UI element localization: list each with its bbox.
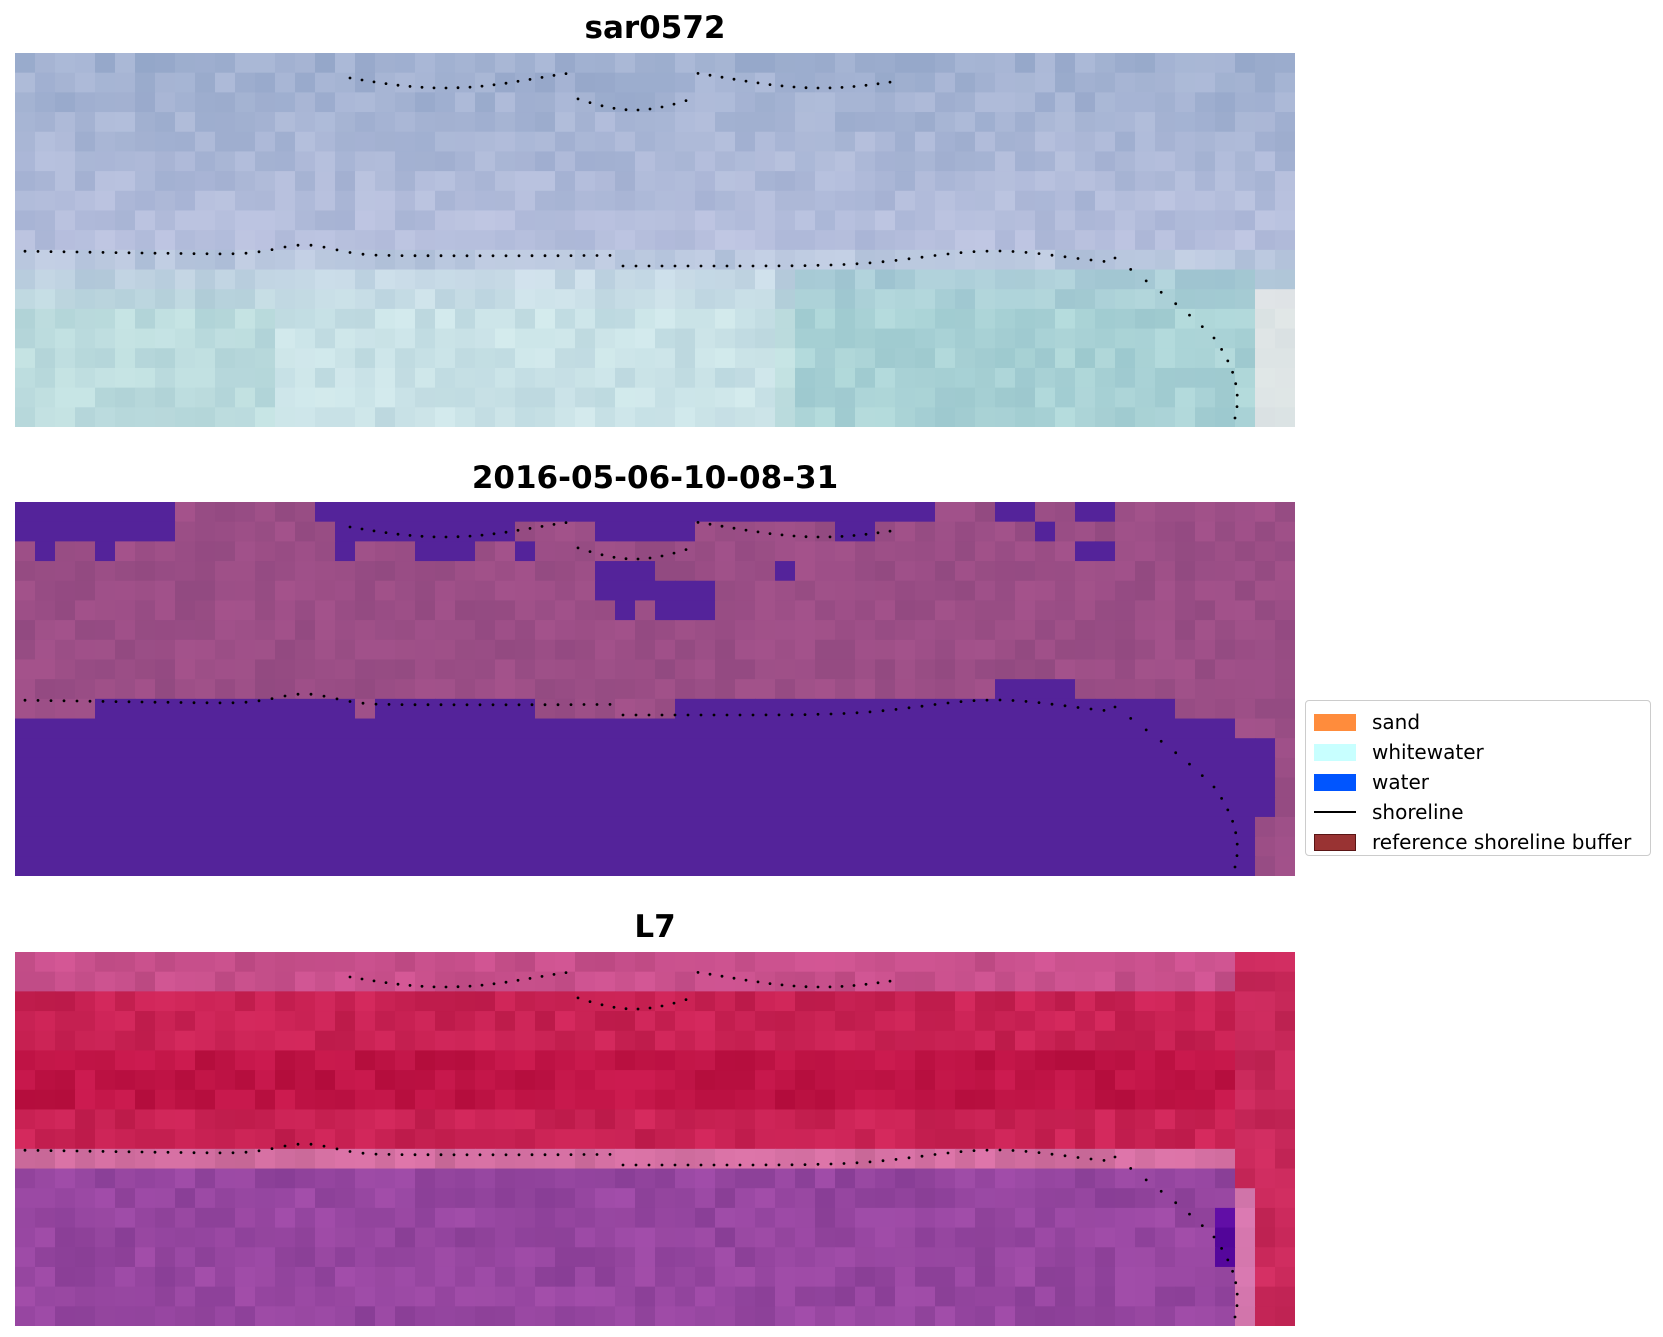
panel-title-1: sar0572 (584, 10, 726, 46)
classified-image (15, 502, 1295, 876)
legend: sand whitewater water shoreline referenc… (1305, 700, 1651, 856)
shoreline-points (23, 72, 1239, 420)
index-image (15, 952, 1295, 1326)
shoreline-points (23, 521, 1239, 869)
legend-label-reference-buffer: reference shoreline buffer (1372, 830, 1632, 854)
legend-item-shoreline: shoreline (1314, 797, 1642, 827)
legend-item-sand: sand (1314, 707, 1642, 737)
legend-item-whitewater: whitewater (1314, 737, 1642, 767)
legend-label-shoreline: shoreline (1372, 800, 1464, 824)
water-swatch (1314, 773, 1356, 791)
legend-item-water: water (1314, 767, 1642, 797)
legend-label-water: water (1372, 770, 1429, 794)
panel-title-3: L7 (634, 909, 676, 945)
legend-item-reference-buffer: reference shoreline buffer (1314, 827, 1642, 857)
panel-title-2: 2016-05-06-10-08-31 (471, 460, 839, 496)
legend-label-whitewater: whitewater (1372, 740, 1484, 764)
whitewater-swatch (1314, 743, 1356, 761)
legend-label-sand: sand (1372, 710, 1421, 734)
reference-buffer-swatch (1314, 833, 1356, 851)
shoreline-points (23, 971, 1239, 1319)
sand-swatch (1314, 713, 1356, 731)
shoreline-line-swatch (1314, 811, 1356, 813)
satellite-rgb-image (15, 53, 1295, 427)
